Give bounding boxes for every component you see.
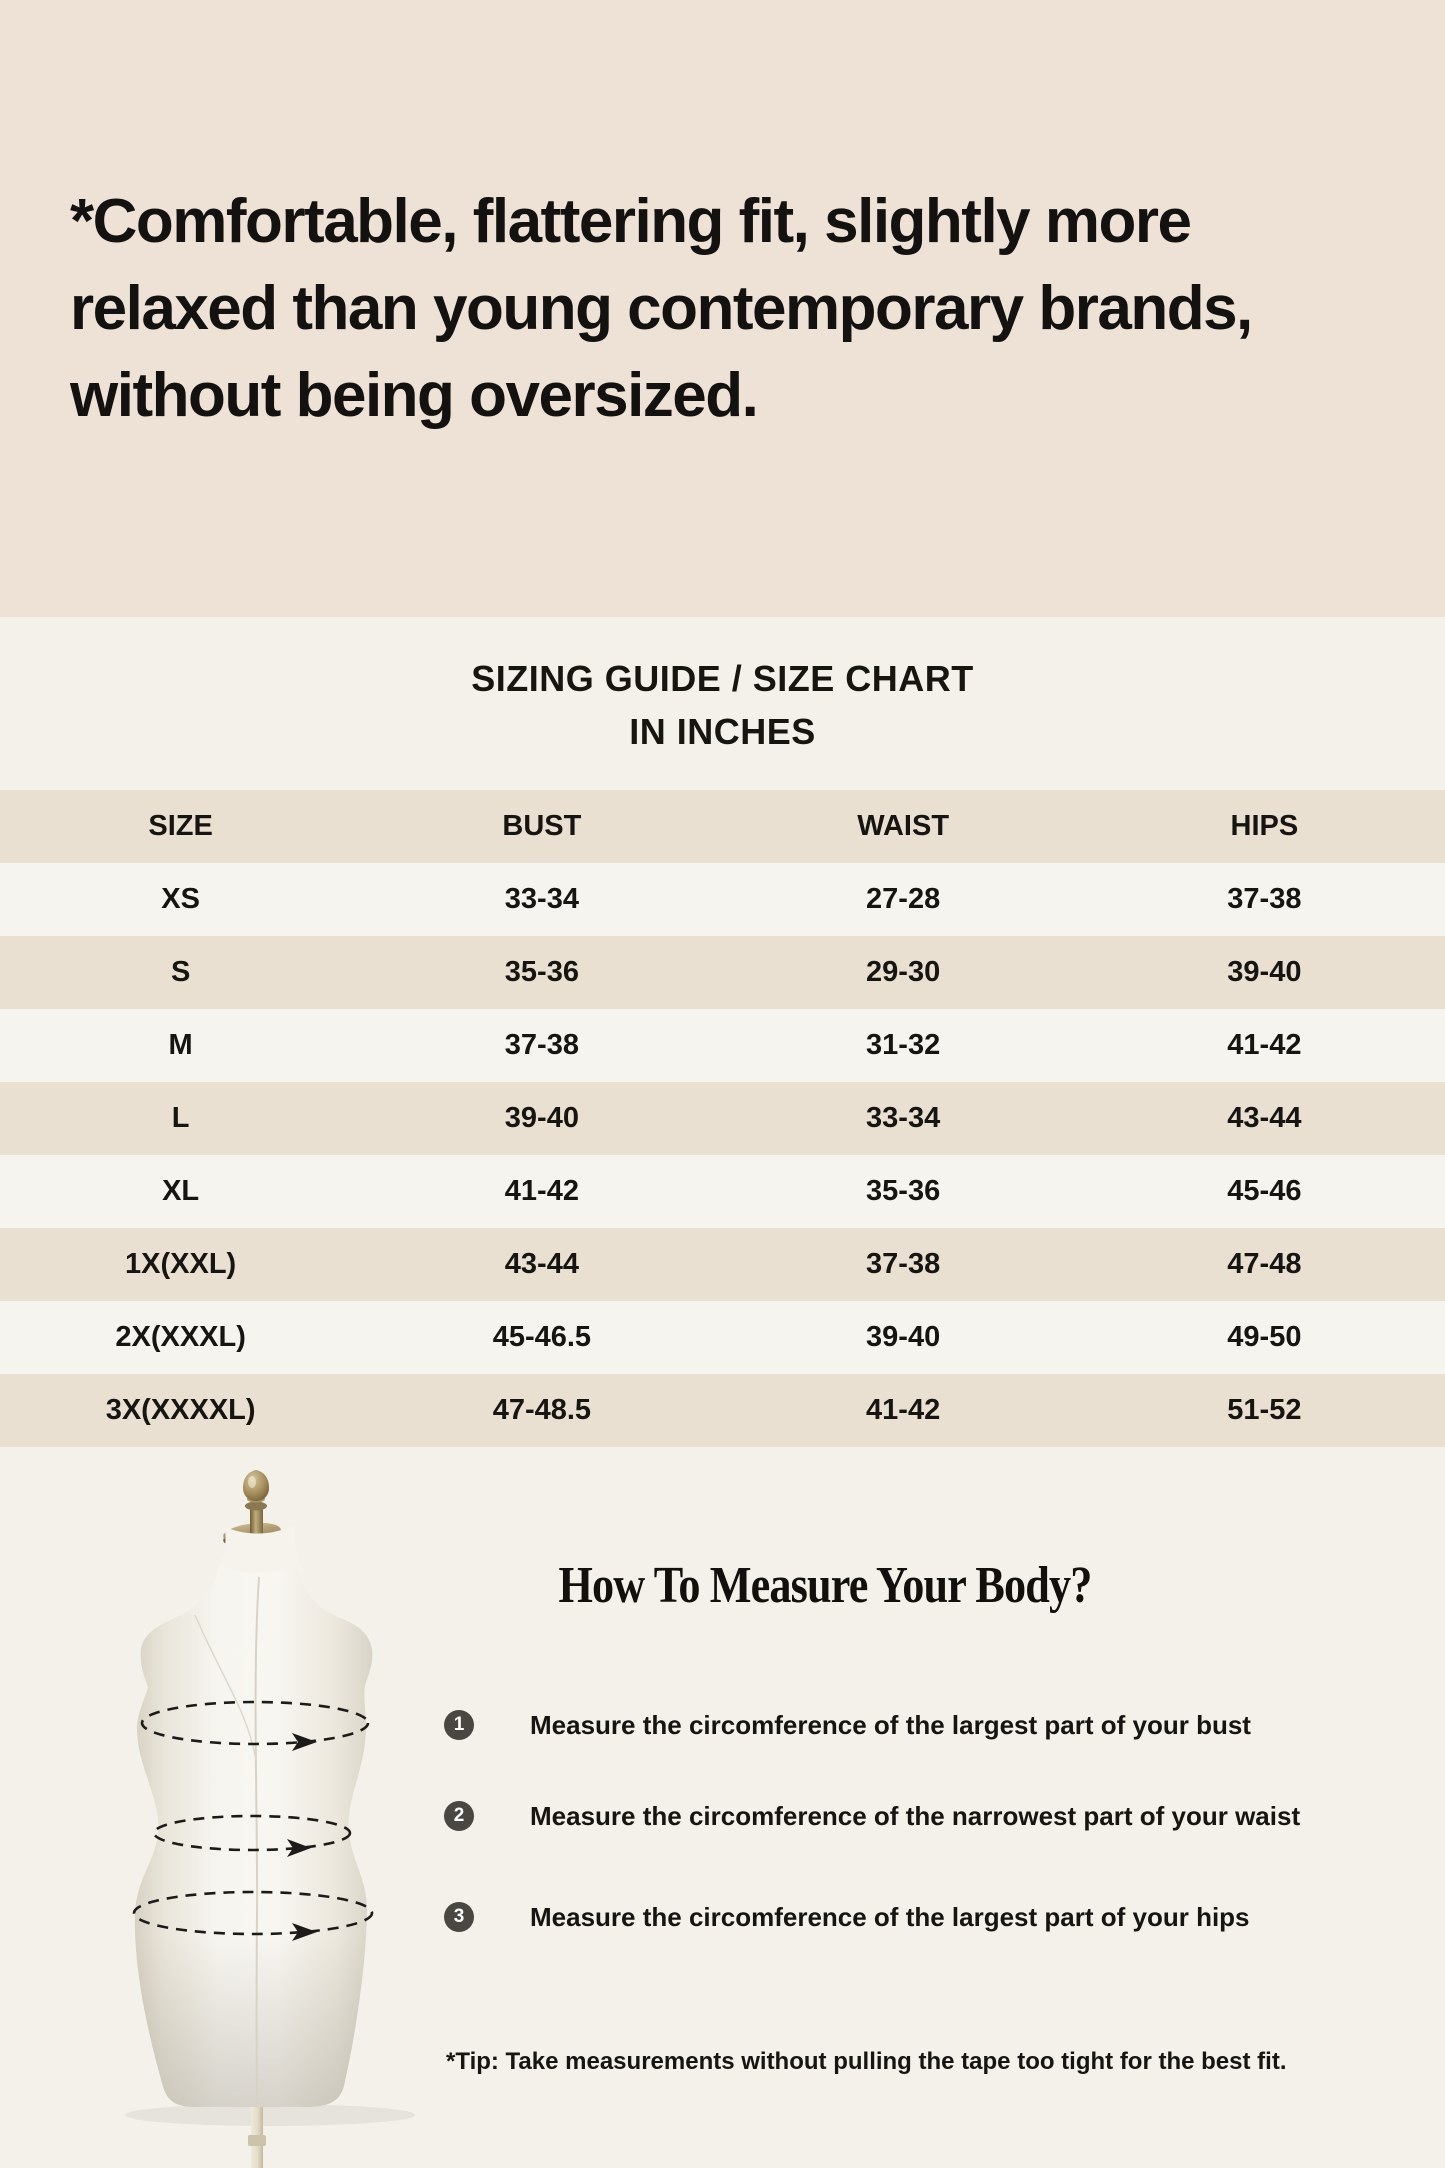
cell-bust: 41-42 bbox=[504, 1175, 579, 1207]
hero-heading-line-1: *Comfortable, flattering fit, slightly m… bbox=[70, 187, 1192, 256]
cell-waist: 31-32 bbox=[866, 1029, 941, 1061]
mannequin-pole bbox=[248, 2103, 266, 2168]
hips-measure-arrow bbox=[292, 1923, 317, 1941]
measure-step-1: 1 Measure the circomference of the large… bbox=[444, 1710, 1251, 1740]
cell-hips: 43-44 bbox=[1227, 1102, 1302, 1134]
step-text: Measure the circomference of the largest… bbox=[530, 1901, 1250, 1932]
cell-hips: 45-46 bbox=[1227, 1175, 1302, 1207]
size-chart-title-line-2: IN INCHES bbox=[629, 711, 816, 752]
column-header-size: SIZE bbox=[148, 810, 213, 842]
size-chart-title-line-1: SIZING GUIDE / SIZE CHART bbox=[471, 658, 974, 699]
bust-measure-arrow bbox=[292, 1733, 317, 1751]
waist-measure-line bbox=[152, 1814, 352, 1852]
table-row: S 35-36 29-30 39-40 bbox=[0, 936, 1445, 1009]
measure-step-2: 2 Measure the circomference of the narro… bbox=[444, 1801, 1300, 1831]
cell-bust: 33-34 bbox=[504, 883, 579, 915]
cell-waist: 27-28 bbox=[866, 883, 941, 915]
size-chart-title: SIZING GUIDE / SIZE CHART IN INCHES bbox=[0, 652, 1445, 758]
cell-hips: 49-50 bbox=[1227, 1321, 1302, 1353]
hero-heading: *Comfortable, flattering fit, slightly m… bbox=[70, 178, 1410, 439]
cell-bust: 47-48.5 bbox=[492, 1394, 592, 1426]
column-header-hips: HIPS bbox=[1230, 810, 1299, 842]
table-row: 2X(XXXL) 45-46.5 39-40 49-50 bbox=[0, 1301, 1445, 1374]
cell-waist: 41-42 bbox=[866, 1394, 941, 1426]
cell-hips: 39-40 bbox=[1227, 956, 1302, 988]
hero-section: *Comfortable, flattering fit, slightly m… bbox=[0, 0, 1445, 617]
cell-waist: 29-30 bbox=[866, 956, 941, 988]
bust-measure-line bbox=[140, 1700, 370, 1746]
cell-hips: 41-42 bbox=[1227, 1029, 1302, 1061]
cell-hips: 51-52 bbox=[1227, 1394, 1302, 1426]
step-number-badge: 2 bbox=[444, 1801, 474, 1831]
cell-hips: 37-38 bbox=[1227, 883, 1302, 915]
measure-step-3: 3 Measure the circomference of the large… bbox=[444, 1902, 1250, 1932]
table-row: XS 33-34 27-28 37-38 bbox=[0, 863, 1445, 936]
cell-size: L bbox=[171, 1102, 190, 1134]
cell-size: M bbox=[168, 1029, 193, 1061]
cell-size: 3X(XXXXL) bbox=[105, 1394, 256, 1426]
cell-waist: 37-38 bbox=[866, 1248, 941, 1280]
cell-bust: 43-44 bbox=[504, 1248, 579, 1280]
mannequin-shadow bbox=[125, 2104, 415, 2126]
mannequin-image bbox=[125, 1470, 415, 2168]
cell-size: XS bbox=[161, 883, 200, 915]
table-row: 3X(XXXXL) 47-48.5 41-42 51-52 bbox=[0, 1374, 1445, 1447]
cell-waist: 35-36 bbox=[866, 1175, 941, 1207]
cell-size: XL bbox=[162, 1175, 200, 1207]
waist-measure-arrow bbox=[287, 1839, 311, 1857]
hips-measure-line bbox=[132, 1890, 374, 1936]
cell-bust: 39-40 bbox=[504, 1102, 579, 1134]
table-row: L 39-40 33-34 43-44 bbox=[0, 1082, 1445, 1155]
measure-title: How To Measure Your Body? bbox=[558, 1557, 1093, 1614]
step-text: Measure the circomference of the narrowe… bbox=[530, 1800, 1301, 1831]
cell-hips: 47-48 bbox=[1227, 1248, 1302, 1280]
cell-waist: 39-40 bbox=[866, 1321, 941, 1353]
hero-heading-line-3: without being oversized. bbox=[70, 361, 759, 430]
table-row: 1X(XXL) 43-44 37-38 47-48 bbox=[0, 1228, 1445, 1301]
cell-size: S bbox=[170, 956, 191, 988]
measure-tip: *Tip: Take measurements without pulling … bbox=[446, 2048, 1287, 2075]
table-header-row: SIZE BUST WAIST HIPS bbox=[0, 790, 1445, 863]
cell-waist: 33-34 bbox=[866, 1102, 941, 1134]
cell-size: 2X(XXXL) bbox=[115, 1321, 246, 1353]
table-row: M 37-38 31-32 41-42 bbox=[0, 1009, 1445, 1082]
hero-heading-line-2: relaxed than young contemporary brands, bbox=[70, 274, 1253, 343]
cell-bust: 45-46.5 bbox=[492, 1321, 592, 1353]
step-number-badge: 1 bbox=[444, 1710, 474, 1740]
column-header-waist: WAIST bbox=[857, 810, 950, 842]
cell-bust: 37-38 bbox=[504, 1029, 579, 1061]
size-chart-table: SIZE BUST WAIST HIPS XS 33-34 27-28 37-3… bbox=[0, 790, 1445, 1447]
step-number-badge: 3 bbox=[444, 1902, 474, 1932]
mannequin-neck bbox=[215, 1525, 306, 1581]
cell-size: 1X(XXL) bbox=[125, 1248, 237, 1280]
mannequin-torso bbox=[134, 1565, 373, 2107]
cell-bust: 35-36 bbox=[504, 956, 579, 988]
table-row: XL 41-42 35-36 45-46 bbox=[0, 1155, 1445, 1228]
step-text: Measure the circomference of the largest… bbox=[530, 1709, 1251, 1740]
column-header-bust: BUST bbox=[502, 810, 582, 842]
